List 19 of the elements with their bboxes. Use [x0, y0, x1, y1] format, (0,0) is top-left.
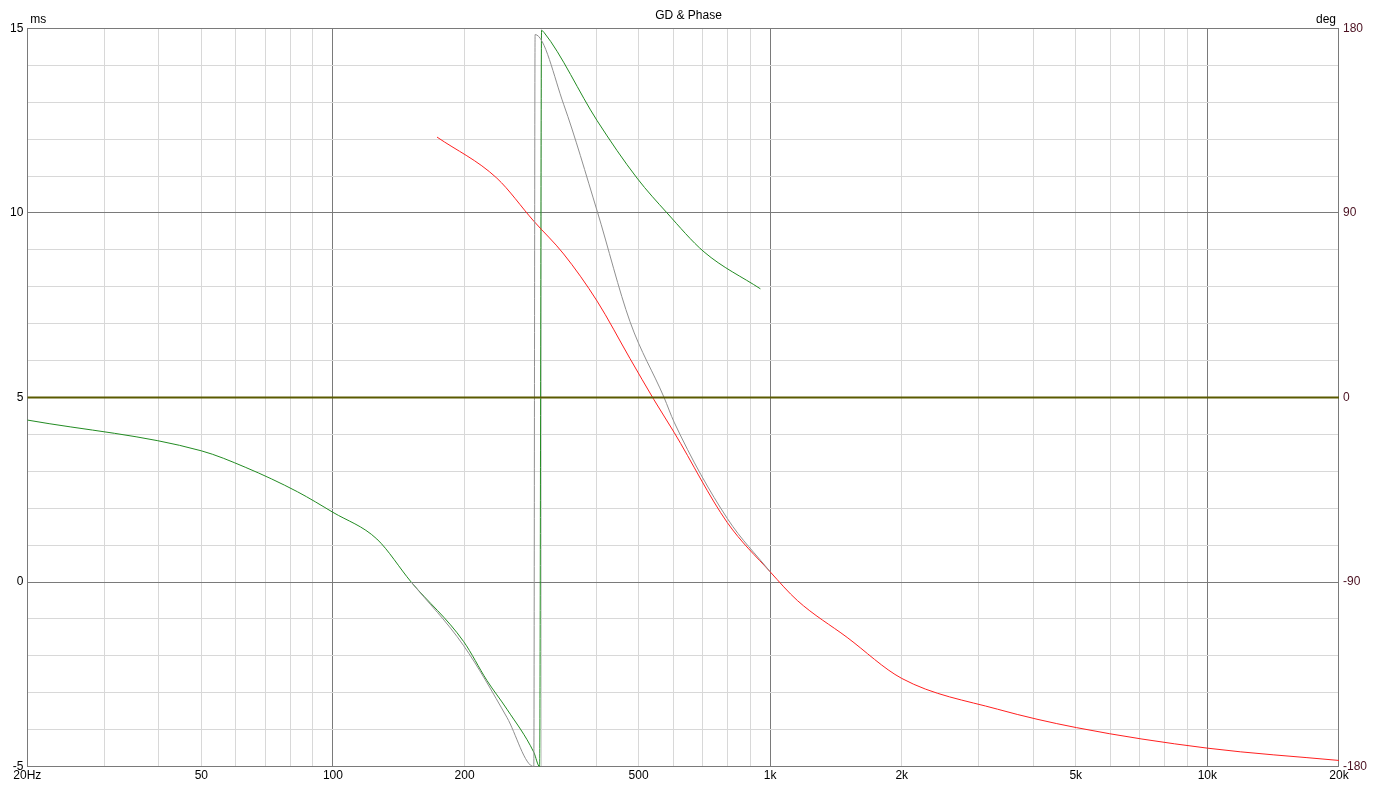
x-tick-label: 10k [1197, 768, 1219, 783]
y2-tick-label: 180 [1342, 20, 1364, 35]
y-tick-label: 15 [9, 20, 24, 35]
x-tick-label: 500 [628, 768, 649, 783]
y2-tick-label: -90 [1342, 574, 1361, 589]
x-tick-label: 1k [763, 768, 778, 783]
x-tick-label: 2k [895, 768, 910, 783]
x-tick-label: 50 [194, 768, 209, 783]
x-tick-label: 200 [454, 768, 475, 783]
y-axis-title: ms [30, 11, 47, 26]
chart-title: GD & Phase [655, 7, 723, 22]
x-tick-label: 100 [322, 768, 344, 783]
y-tick-label: 10 [9, 205, 24, 220]
y-tick-label: 5 [16, 389, 24, 404]
y2-tick-label: 90 [1342, 205, 1357, 220]
x-tick-label: 5k [1069, 768, 1084, 783]
y2-axis-title: deg [1315, 11, 1336, 26]
y-tick-label: 0 [16, 574, 24, 589]
y2-tick-label: 0 [1342, 389, 1350, 404]
